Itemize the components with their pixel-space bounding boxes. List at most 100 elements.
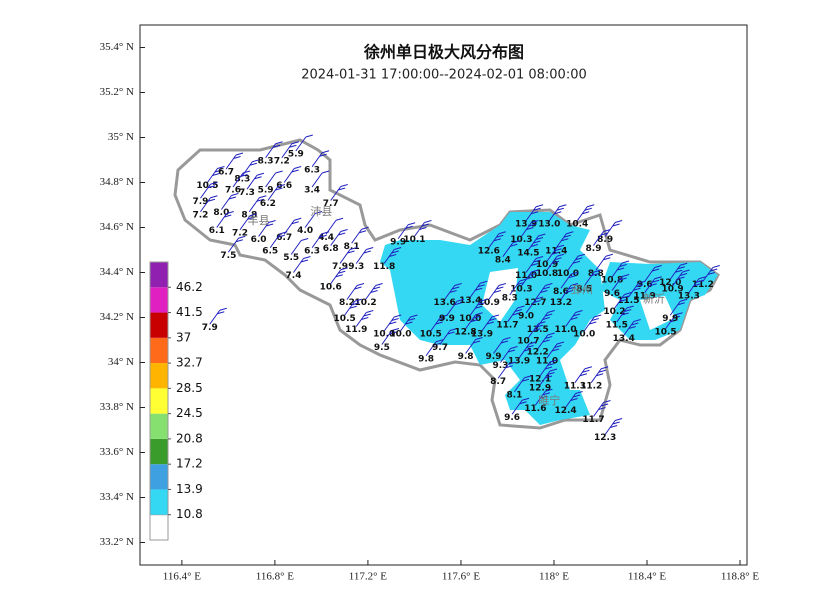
station-value: 9.8 xyxy=(458,352,474,362)
wind-area xyxy=(380,212,605,425)
station-value: 7.9 xyxy=(192,197,208,207)
station-value: 9.6 xyxy=(504,413,520,423)
wind-barb xyxy=(672,269,690,287)
wind-barb xyxy=(269,231,288,249)
wind-barb xyxy=(469,298,488,316)
wind-barb xyxy=(311,150,330,168)
station-value: 8.9 xyxy=(586,244,602,254)
wind-barb xyxy=(611,274,630,291)
station-value: 6.7 xyxy=(218,168,234,178)
legend-swatch xyxy=(149,514,169,541)
wind-barb xyxy=(330,184,348,201)
station-value: 9.0 xyxy=(518,312,534,322)
station-value: 10.5 xyxy=(654,327,676,337)
wind-barb xyxy=(207,166,225,183)
city-label: 邳州 xyxy=(571,284,593,297)
station-value: 10.7 xyxy=(517,336,539,346)
wind-barb xyxy=(507,305,525,323)
wind-barb xyxy=(304,211,323,228)
wind-barb xyxy=(281,141,300,159)
station-value: 11.5 xyxy=(606,321,628,331)
wind-barb xyxy=(241,159,260,177)
wind-barb xyxy=(502,240,520,258)
wind-barb xyxy=(414,220,432,237)
wind-barb xyxy=(616,305,634,323)
station-value: 11.7 xyxy=(496,321,518,331)
station-value: 13.3 xyxy=(678,291,700,301)
legend-label: 24.5 xyxy=(176,406,203,420)
station-value: 6.7 xyxy=(276,233,292,243)
wind-barb xyxy=(555,231,574,249)
wind-barb xyxy=(290,238,309,255)
station-value: 13.9 xyxy=(508,357,530,367)
y-tick-label: 35.2° N xyxy=(100,86,134,98)
wind-barb xyxy=(546,341,565,359)
wind-barb xyxy=(381,328,400,345)
station-value: 9.7 xyxy=(432,343,448,353)
wind-barb xyxy=(500,346,518,363)
wind-barb xyxy=(627,280,646,298)
wind-barb xyxy=(248,195,267,213)
legend-label: 10.8 xyxy=(176,507,203,521)
station-value: 12.6 xyxy=(478,246,500,256)
legend-label: 17.2 xyxy=(176,457,203,471)
wind-barb xyxy=(525,256,544,273)
wind-barb xyxy=(590,366,609,384)
station-value: 10.3 xyxy=(510,285,532,295)
legend-label: 28.5 xyxy=(176,381,203,395)
station-value: 9.9 xyxy=(439,314,455,324)
city-label: 睢宁 xyxy=(538,393,560,407)
wind-barb xyxy=(346,283,365,300)
wind-barb xyxy=(593,229,611,246)
wind-barb xyxy=(497,361,516,379)
station-value: 10.5 xyxy=(334,314,356,324)
station-value: 12.0 xyxy=(659,278,681,288)
stations: 10.57.96.78.38.3 7.25.96.37.67.3 5.9 6.6 3.4… xyxy=(192,134,720,443)
wind-barb xyxy=(493,337,511,354)
wind-barb xyxy=(239,213,258,231)
wind-barb xyxy=(365,283,383,300)
wind-barb xyxy=(567,253,586,271)
station-value: 7.2 xyxy=(274,156,290,166)
station-value: 9.9 xyxy=(486,352,502,362)
wind-barb xyxy=(525,204,544,222)
station-value: 7.7 xyxy=(323,199,339,209)
wind-barb xyxy=(295,134,313,152)
station-value: 6.2 xyxy=(260,199,276,209)
legend-swatch xyxy=(150,337,168,364)
wind-barb xyxy=(583,269,602,287)
station-value: 14.5 xyxy=(517,249,539,259)
wind-barb xyxy=(200,195,218,213)
wind-barb xyxy=(232,170,251,188)
station-value: 13.9 xyxy=(515,219,537,229)
station-value: 10.9 xyxy=(661,285,683,295)
station-value: 12.3 xyxy=(594,433,616,443)
wind-barb xyxy=(565,310,583,327)
station-value: 13.0 xyxy=(538,219,560,229)
station-value: 11.5 xyxy=(617,296,639,306)
y-tick-label: 34.8° N xyxy=(100,176,134,188)
wind-barb xyxy=(293,256,311,273)
x-tick-label: 116.8° E xyxy=(256,571,294,583)
wind-barb xyxy=(604,418,623,435)
wind-barb xyxy=(546,244,565,262)
legend-label: 41.5 xyxy=(176,305,203,319)
wind-barb xyxy=(539,368,558,386)
legend-label: 37 xyxy=(176,330,191,344)
wind-barb xyxy=(669,262,688,280)
wind-barb xyxy=(688,276,706,294)
wind-barb xyxy=(565,391,583,408)
y-tick-label: 34° N xyxy=(108,356,134,368)
legend-swatch xyxy=(150,262,168,288)
wind-barb xyxy=(518,341,537,359)
calm-area xyxy=(482,268,518,322)
city-label: 沛县 xyxy=(310,204,332,218)
city-label: 丰县 xyxy=(248,214,270,227)
wind-barb xyxy=(521,220,539,237)
station-value: 11.3 xyxy=(564,381,586,391)
station-value: 8.8 xyxy=(241,210,257,220)
station-value: 10.9 xyxy=(536,260,558,270)
x-tick-label: 117.2° E xyxy=(349,571,387,583)
wind-barb xyxy=(383,314,402,332)
station-value: 10.0 xyxy=(573,330,595,340)
